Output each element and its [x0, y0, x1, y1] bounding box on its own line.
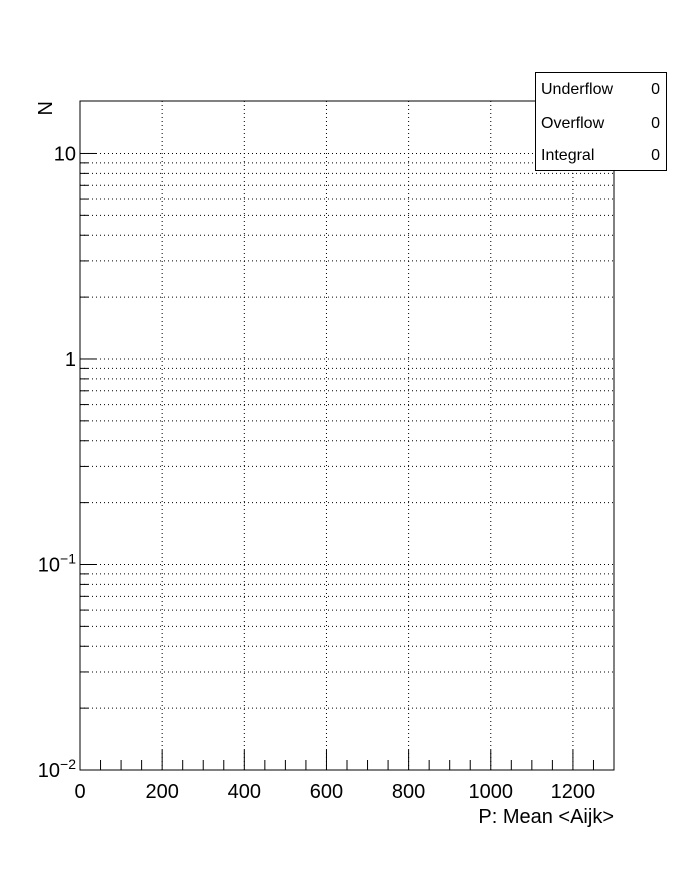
x-tick-label: 600 — [310, 781, 343, 803]
stats-value: 0 — [651, 81, 660, 98]
stats-label: Overflow — [541, 115, 605, 132]
x-axis-title: P: Mean <Aijk> — [478, 806, 614, 828]
y-tick-label: 10−1 — [38, 550, 76, 576]
stats-value: 0 — [651, 115, 660, 132]
stats-label: Integral — [541, 147, 595, 164]
y-tick-labels: 10−2 10−1 1 10 — [38, 143, 76, 782]
x-tick-label: 400 — [228, 781, 261, 803]
y-tick-label: 10 — [54, 143, 76, 165]
stats-box: Underflow 0 Overflow 0 Integral 0 — [535, 72, 667, 171]
axis-ticks — [79, 152, 615, 771]
y-axis-title: N — [35, 101, 57, 115]
plot-frame — [79, 100, 615, 771]
stats-row-underflow: Underflow 0 — [541, 81, 660, 99]
stats-value: 0 — [651, 147, 660, 164]
x-tick-labels: 0 200 400 600 800 1000 1200 — [74, 781, 595, 803]
x-tick-label: 200 — [145, 781, 178, 803]
stats-row-integral: Integral 0 — [541, 147, 660, 165]
stats-label: Underflow — [541, 81, 614, 98]
x-tick-label: 1200 — [551, 781, 596, 803]
y-tick-label: 1 — [65, 349, 76, 371]
x-tick-label: 800 — [392, 781, 425, 803]
x-tick-label: 1000 — [469, 781, 514, 803]
grid-lines — [80, 101, 614, 770]
x-tick-label: 0 — [74, 781, 85, 803]
stats-row-overflow: Overflow 0 — [541, 115, 660, 133]
y-tick-label: 10−2 — [38, 756, 76, 782]
